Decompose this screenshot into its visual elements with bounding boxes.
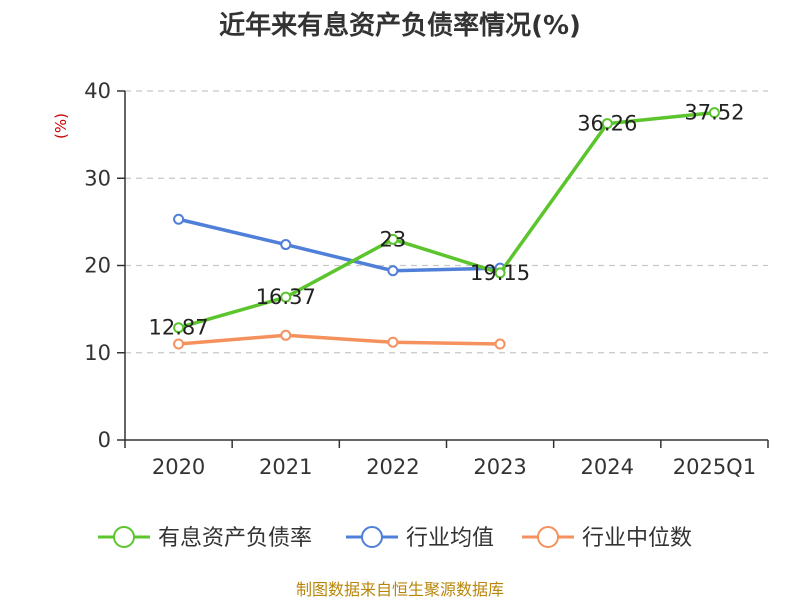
- source-note: 制图数据来自恒生聚源数据库: [296, 580, 504, 599]
- legend-label-1: 行业均值: [406, 526, 494, 551]
- series-1-point-0: [173, 213, 185, 225]
- series-2-point-0: [173, 338, 185, 350]
- data-label-1: 16.37: [256, 285, 316, 309]
- data-label-5: 37.52: [684, 101, 744, 125]
- x-tick-label-4: 2024: [581, 455, 634, 479]
- legend-item-1[interactable]: 行业均值: [346, 526, 494, 551]
- series-2-point-1: [280, 329, 292, 341]
- legend-label-2: 行业中位数: [582, 526, 692, 551]
- y-tick-label-1: 10: [84, 341, 111, 365]
- y-tick-label-3: 30: [84, 166, 111, 190]
- series-line-0: [178, 110, 715, 330]
- series-0-point-0: [173, 322, 185, 334]
- x-tick-labels: 2020 2021 2022 2023 2024 2025Q1: [152, 455, 756, 479]
- x-tick-label-1: 2021: [259, 455, 312, 479]
- x-tick-label-0: 2020: [152, 455, 205, 479]
- series-line-2: [178, 333, 501, 346]
- series-lines: [173, 107, 720, 350]
- data-label-0: 12.87: [149, 316, 209, 340]
- legend-marker-1: [361, 526, 383, 548]
- chart-title: 近年来有息资产负债率情况(%): [219, 10, 581, 41]
- series-0-point-5: [708, 107, 720, 119]
- data-label-2: 23: [380, 227, 407, 251]
- legend-label-0: 有息资产负债率: [158, 526, 312, 551]
- data-labels: 12.87 16.37 23 19.15 36.26 37.52: [149, 101, 745, 340]
- series-0-point-1: [280, 291, 292, 303]
- x-tick-label-2: 2022: [366, 455, 419, 479]
- legend-item-2[interactable]: 行业中位数: [522, 526, 692, 551]
- series-1-point-1: [280, 239, 292, 251]
- series-2-point-3: [494, 338, 506, 350]
- series-0-point-4: [601, 118, 613, 130]
- y-tick-label-2: 20: [84, 254, 111, 278]
- axes: [117, 90, 769, 448]
- legend-marker-0: [113, 526, 135, 548]
- series-0-point-2: [387, 233, 399, 245]
- series-line-1: [178, 217, 501, 273]
- series-0-point-3: [494, 267, 506, 279]
- x-tick-label-5: 2025Q1: [673, 455, 756, 479]
- series-2-point-2: [387, 336, 399, 348]
- legend-item-0[interactable]: 有息资产负债率: [98, 526, 312, 551]
- data-label-3: 19.15: [470, 261, 530, 285]
- y-tick-label-4: 40: [84, 79, 111, 103]
- y-tick-label-0: 0: [98, 428, 111, 452]
- legend-marker-2: [537, 526, 559, 548]
- grid-lines: [125, 90, 768, 354]
- y-tick-labels: 0 10 20 30 40: [84, 79, 111, 452]
- data-label-4: 36.26: [577, 112, 637, 136]
- legend[interactable]: 有息资产负债率 行业均值 行业中位数: [98, 526, 692, 551]
- series-1-point-2: [387, 265, 399, 277]
- y-axis-unit: (%): [52, 113, 70, 139]
- x-tick-label-3: 2023: [473, 455, 526, 479]
